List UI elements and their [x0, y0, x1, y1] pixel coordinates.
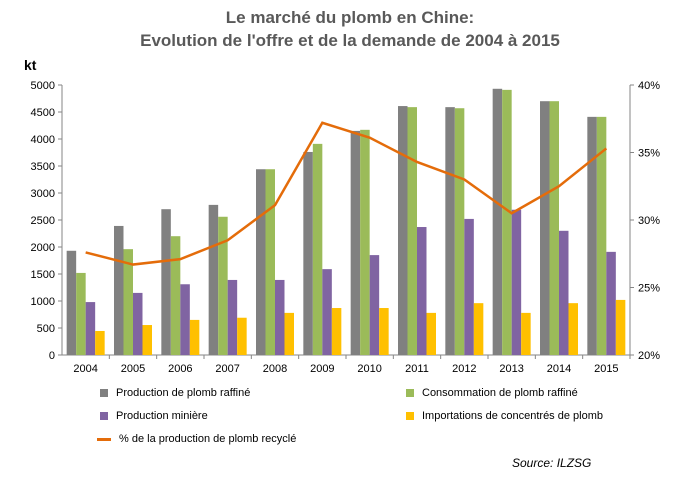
bar-consommation-de-plomb-raffin--2008: [265, 169, 275, 355]
bar-production-de-plomb-raffin--2008: [256, 169, 266, 355]
y-tick-label: 4000: [31, 134, 55, 146]
bar-consommation-de-plomb-raffin--2010: [360, 129, 370, 355]
bar-production-de-plomb-raffin--2005: [114, 225, 124, 355]
y2-tick-label: 20%: [638, 350, 660, 362]
bar-importations-de-concentr-s-de-plomb-2013: [521, 312, 531, 355]
bar-importations-de-concentr-s-de-plomb-2007: [237, 317, 247, 355]
x-tick-label: 2010: [357, 363, 381, 375]
bar-production-mini-re-2007: [227, 279, 238, 355]
bar-production-de-plomb-raffin--2012: [445, 107, 455, 355]
y2-tick-label: 35%: [638, 148, 660, 160]
bar-production-de-plomb-raffin--2006: [161, 209, 171, 355]
bar-consommation-de-plomb-raffin--2006: [170, 236, 181, 355]
x-tick-label: 2012: [452, 363, 476, 375]
legend-item-importations: Importations de concentrés de plomb: [406, 410, 603, 422]
y-tick-label: 0: [49, 350, 55, 362]
bar-production-mini-re-2009: [322, 269, 332, 355]
bar-production-mini-re-2004: [85, 302, 96, 355]
x-tick-label: 2009: [310, 363, 334, 375]
x-tick-label: 2014: [547, 363, 571, 375]
x-tick-label: 2006: [168, 363, 192, 375]
bar-production-de-plomb-raffin--2010: [350, 130, 361, 355]
legend-swatch: [100, 412, 108, 420]
x-tick-label: 2015: [594, 363, 618, 375]
y-tick-label: 3000: [31, 188, 55, 200]
y-tick-label: 1000: [31, 296, 55, 308]
legend-item-consommation: Consommation de plomb raffiné: [406, 387, 578, 399]
y-tick-label: 4500: [31, 107, 55, 119]
bar-consommation-de-plomb-raffin--2014: [549, 101, 559, 355]
bar-importations-de-concentr-s-de-plomb-2004: [95, 330, 105, 355]
bar-production-mini-re-2013: [511, 209, 522, 355]
chart-subtitle: Evolution de l'offre et de la demande de…: [140, 31, 560, 50]
bar-importations-de-concentr-s-de-plomb-2005: [142, 325, 152, 355]
bar-consommation-de-plomb-raffin--2007: [218, 216, 228, 355]
bar-production-mini-re-2010: [369, 255, 380, 355]
x-tick-label: 2013: [499, 363, 523, 375]
x-tick-label: 2011: [405, 363, 429, 375]
bar-production-mini-re-2008: [275, 279, 285, 355]
bar-production-de-plomb-raffin--2014: [540, 101, 550, 355]
bar-production-mini-re-2012: [464, 218, 474, 355]
bar-production-de-plomb-raffin--2009: [303, 151, 313, 355]
legend-label: Importations de concentrés de plomb: [422, 410, 603, 422]
legend-swatch: [100, 389, 108, 397]
x-tick-label: 2005: [121, 363, 145, 375]
legend-item-recycle: % de la production de plomb recyclé: [97, 433, 296, 445]
legend-item-production: Production de plomb raffiné: [100, 387, 250, 399]
source-note: Source: ILZSG: [512, 456, 592, 470]
bar-production-mini-re-2015: [606, 251, 616, 355]
bar-production-mini-re-2005: [133, 292, 143, 355]
y-tick-label: 2000: [31, 242, 55, 254]
bar-consommation-de-plomb-raffin--2009: [312, 143, 323, 355]
legend-label: Production de plomb raffiné: [116, 387, 251, 399]
y2-tick-label: 30%: [638, 215, 660, 227]
bar-production-de-plomb-raffin--2004: [66, 250, 77, 355]
bar-production-mini-re-2014: [559, 230, 569, 355]
legend-label: % de la production de plomb recyclé: [119, 433, 297, 445]
bar-production-de-plomb-raffin--2013: [492, 88, 503, 355]
bar-importations-de-concentr-s-de-plomb-2009: [331, 308, 342, 355]
bar-importations-de-concentr-s-de-plomb-2010: [379, 308, 389, 355]
bar-consommation-de-plomb-raffin--2012: [454, 108, 465, 355]
y-tick-label: 3500: [31, 161, 55, 173]
bar-importations-de-concentr-s-de-plomb-2014: [568, 303, 578, 355]
bar-importations-de-concentr-s-de-plomb-2011: [426, 312, 436, 355]
bar-consommation-de-plomb-raffin--2004: [76, 272, 86, 355]
legend-label: Production minière: [116, 410, 208, 422]
legend-item-miniere: Production minière: [100, 410, 208, 422]
y-tick-label: 5000: [31, 80, 55, 92]
bar-consommation-de-plomb-raffin--2011: [407, 107, 417, 355]
x-tick-label: 2008: [263, 363, 287, 375]
y-tick-label: 2500: [31, 215, 55, 227]
chart-title: Le marché du plomb en Chine:: [225, 8, 475, 27]
bar-consommation-de-plomb-raffin--2013: [502, 89, 512, 356]
y-tick-label: 500: [37, 323, 55, 335]
bar-importations-de-concentr-s-de-plomb-2006: [189, 319, 200, 355]
bar-production-mini-re-2006: [180, 284, 190, 355]
legend-label: Consommation de plomb raffiné: [422, 387, 578, 399]
legend-swatch: [97, 437, 111, 441]
x-tick-label: 2007: [215, 363, 239, 375]
y2-tick-label: 25%: [638, 283, 660, 295]
bar-importations-de-concentr-s-de-plomb-2008: [284, 312, 294, 355]
bar-production-mini-re-2011: [417, 227, 427, 355]
bar-consommation-de-plomb-raffin--2005: [123, 249, 133, 355]
legend-swatch: [406, 389, 414, 397]
y-axis-label: kt: [24, 57, 37, 73]
bar-production-de-plomb-raffin--2015: [587, 116, 597, 355]
bar-consommation-de-plomb-raffin--2015: [596, 116, 607, 355]
y2-tick-label: 40%: [638, 80, 660, 92]
legend-swatch: [406, 412, 414, 420]
bar-production-de-plomb-raffin--2011: [398, 106, 408, 355]
bar-production-de-plomb-raffin--2007: [208, 204, 219, 355]
bar-importations-de-concentr-s-de-plomb-2012: [473, 303, 484, 355]
y-tick-label: 1500: [31, 269, 55, 281]
line-series-recycle: [85, 121, 608, 266]
x-tick-label: 2004: [73, 363, 97, 375]
bar-importations-de-concentr-s-de-plomb-2015: [615, 299, 626, 355]
